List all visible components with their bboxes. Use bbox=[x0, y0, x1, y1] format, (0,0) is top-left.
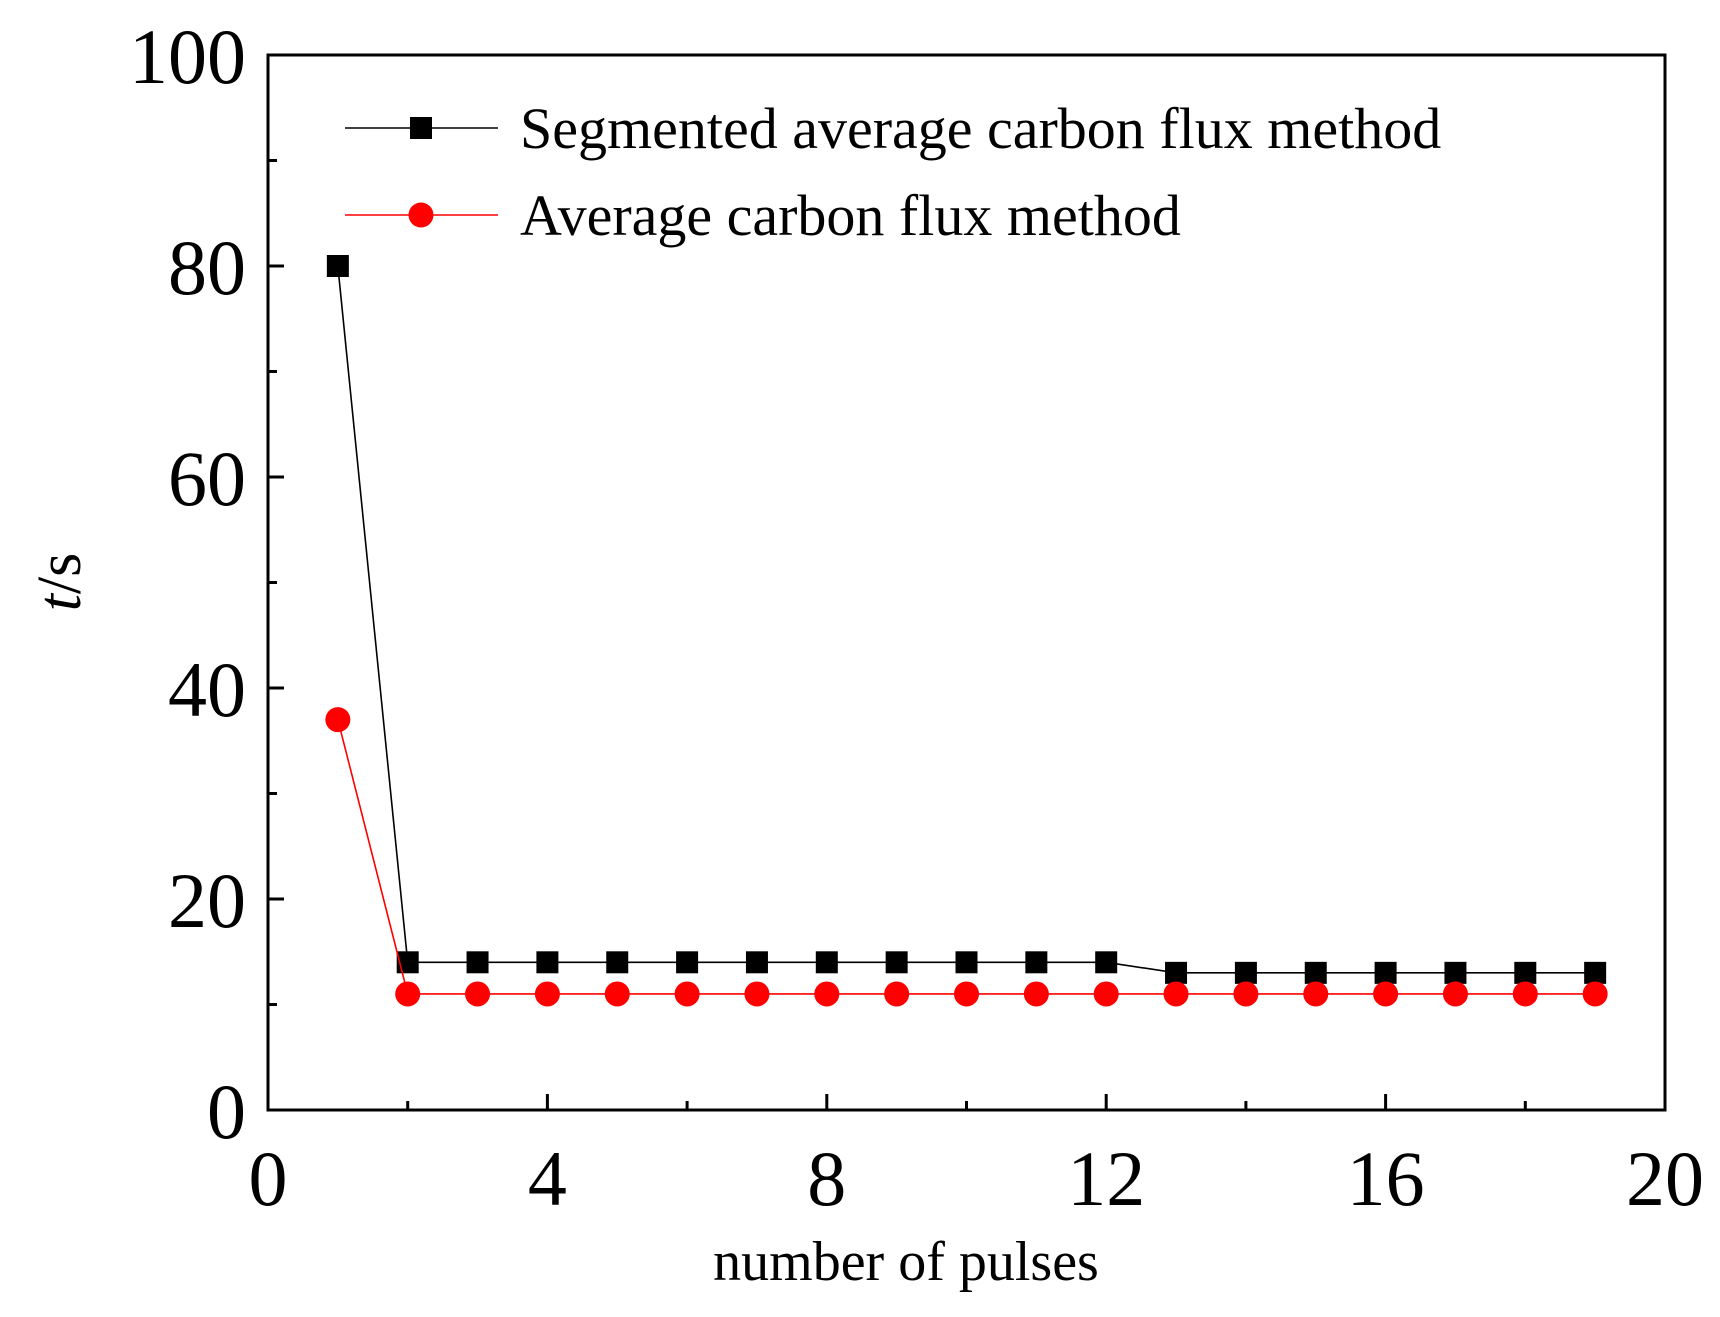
data-point bbox=[1023, 981, 1049, 1007]
legend-label: Segmented average carbon flux method bbox=[520, 96, 1441, 161]
data-point bbox=[885, 951, 908, 974]
legend-item-1: Segmented average carbon flux method bbox=[345, 96, 1441, 161]
data-point bbox=[326, 255, 349, 277]
data-point bbox=[1095, 951, 1118, 974]
major-ticks: 0 4 8 12 16 20 0 20 40 60 80 100 bbox=[129, 13, 1704, 1222]
data-point bbox=[1373, 981, 1399, 1007]
data-point bbox=[1234, 961, 1257, 984]
x-tick-label: 16 bbox=[1347, 1135, 1425, 1222]
series-2 bbox=[325, 707, 1608, 1007]
data-point bbox=[1444, 961, 1467, 984]
data-point bbox=[1442, 981, 1468, 1007]
data-point bbox=[396, 951, 419, 974]
data-point bbox=[884, 981, 910, 1007]
data-point bbox=[815, 951, 838, 974]
series-1 bbox=[326, 255, 1607, 984]
data-point bbox=[1163, 981, 1189, 1007]
minor-ticks bbox=[268, 159, 1527, 1110]
data-point bbox=[1582, 981, 1608, 1007]
data-point bbox=[1025, 951, 1048, 974]
legend-marker bbox=[410, 117, 432, 139]
data-point bbox=[676, 951, 699, 974]
data-point bbox=[536, 951, 559, 974]
data-point bbox=[1512, 981, 1538, 1007]
legend-marker bbox=[408, 202, 434, 228]
legend-label: Average carbon flux method bbox=[520, 183, 1181, 248]
data-point bbox=[954, 981, 979, 1007]
y-tick-label: 20 bbox=[168, 857, 246, 944]
data-point bbox=[534, 981, 560, 1007]
x-tick-label: 4 bbox=[528, 1135, 567, 1222]
data-point bbox=[1304, 961, 1327, 984]
data-point bbox=[1233, 981, 1259, 1007]
x-tick-label: 0 bbox=[249, 1135, 288, 1222]
legend: Segmented average carbon flux method Aver… bbox=[345, 96, 1441, 248]
y-tick-label: 0 bbox=[207, 1068, 246, 1155]
data-point bbox=[1303, 981, 1329, 1007]
series-layer bbox=[325, 255, 1608, 1007]
data-point bbox=[606, 951, 629, 974]
data-point bbox=[395, 981, 421, 1007]
y-tick-label: 80 bbox=[168, 224, 246, 311]
y-axis-title: t/s bbox=[26, 553, 94, 612]
data-point bbox=[325, 707, 351, 733]
y-axis-title-unit: /s bbox=[26, 553, 94, 594]
data-point bbox=[604, 981, 630, 1007]
data-point bbox=[1165, 961, 1188, 984]
data-point bbox=[1374, 961, 1397, 984]
data-point bbox=[466, 951, 489, 974]
data-point bbox=[1584, 961, 1607, 984]
data-point bbox=[674, 981, 700, 1007]
x-axis-title: number of pulses bbox=[713, 1231, 1099, 1293]
x-tick-label: 12 bbox=[1067, 1135, 1145, 1222]
data-point bbox=[955, 951, 978, 974]
y-tick-label: 40 bbox=[168, 646, 246, 733]
data-point bbox=[744, 981, 770, 1007]
legend-item-2: Average carbon flux method bbox=[345, 183, 1181, 248]
x-tick-label: 20 bbox=[1626, 1135, 1704, 1222]
x-tick-label: 8 bbox=[807, 1135, 846, 1222]
data-point bbox=[814, 981, 840, 1007]
series-line bbox=[337, 265, 1596, 974]
data-point bbox=[1514, 961, 1537, 984]
y-tick-label: 100 bbox=[129, 13, 246, 100]
y-tick-label: 60 bbox=[168, 435, 246, 522]
data-point bbox=[745, 951, 768, 974]
y-axis-title-variable: t bbox=[26, 592, 94, 611]
data-point bbox=[465, 981, 491, 1007]
data-point bbox=[1093, 981, 1119, 1007]
